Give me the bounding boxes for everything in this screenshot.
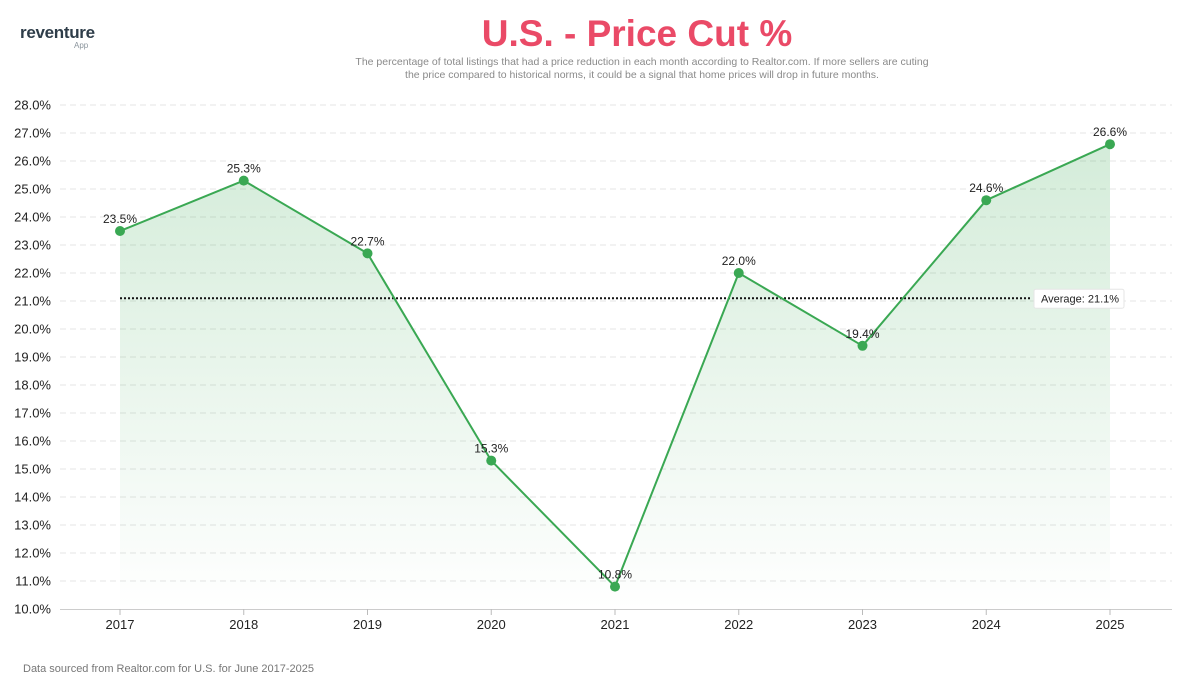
data-label-2019: 22.7% (350, 234, 384, 248)
y-tick-label: 17.0% (14, 406, 51, 421)
x-tick-label: 2020 (477, 617, 506, 632)
chart-subtitle-line-1: The percentage of total listings that ha… (355, 56, 929, 68)
chart-subtitle: The percentage of total listings that ha… (340, 56, 944, 82)
data-label-2022: 22.0% (722, 254, 756, 268)
y-tick-label: 27.0% (14, 126, 51, 141)
data-point-2024 (981, 195, 992, 206)
data-label-2020: 15.3% (474, 442, 508, 456)
series-area (120, 144, 1110, 609)
y-tick-label: 28.0% (14, 98, 51, 113)
y-tick-label: 16.0% (14, 434, 51, 449)
y-tick-label: 24.0% (14, 210, 51, 225)
y-tick-label: 15.0% (14, 462, 51, 477)
data-labels: 23.5% 25.3% 22.7% 15.3% 10.8% 22.0% 19.4% 24.6%… (103, 125, 1127, 581)
x-tick-label: 2021 (601, 617, 630, 632)
data-point-2023 (857, 340, 868, 351)
x-tick-label: 2023 (848, 617, 877, 632)
data-point-2018 (238, 175, 249, 186)
y-tick-label: 18.0% (14, 378, 51, 393)
x-tick-label: 2024 (972, 617, 1001, 632)
y-tick-label: 25.0% (14, 182, 51, 197)
y-tick-label: 26.0% (14, 154, 51, 169)
chart-title: U.S. - Price Cut % (481, 13, 793, 54)
x-tick-label: 2022 (724, 617, 753, 632)
source-footnote: Data sourced from Realtor.com for U.S. f… (23, 663, 315, 675)
x-axis-ticks: 2017 2018 2019 2020 2021 2022 2023 2024 2025 (106, 609, 1125, 632)
y-tick-label: 13.0% (14, 518, 51, 533)
brand-logo: reventure App (20, 24, 130, 51)
area-fill (120, 144, 1110, 609)
y-tick-label: 20.0% (14, 322, 51, 337)
data-points (115, 139, 1115, 592)
data-point-2022 (733, 268, 744, 278)
y-tick-label: 11.0% (15, 574, 51, 589)
y-tick-label: 21.0% (14, 294, 51, 309)
data-label-2017: 23.5% (103, 212, 137, 226)
data-label-2025: 26.6% (1093, 125, 1127, 139)
x-tick-label: 2018 (229, 617, 258, 632)
y-tick-label: 22.0% (14, 266, 51, 281)
data-point-2025 (1105, 139, 1115, 150)
y-tick-label: 23.0% (14, 238, 51, 253)
x-tick-label: 2019 (353, 617, 382, 632)
x-tick-label: 2017 (106, 617, 135, 632)
data-label-2024: 24.6% (969, 181, 1003, 195)
data-label-2023: 19.4% (845, 327, 879, 341)
y-tick-label: 14.0% (14, 490, 51, 505)
data-label-2018: 25.3% (227, 162, 261, 176)
brand-sub: App (74, 41, 89, 50)
data-point-2017 (115, 226, 125, 236)
y-axis-ticks: 10.0% 11.0% 12.0% 13.0% 14.0% 15.0% 16.0% 17.0%… (14, 98, 51, 617)
y-tick-label: 10.0% (14, 602, 51, 617)
average-label: Average: 21.1% (1041, 294, 1119, 306)
data-point-2021 (610, 581, 620, 592)
y-tick-label: 12.0% (14, 546, 51, 561)
brand-name: reventure (20, 23, 95, 42)
data-point-2020 (486, 455, 497, 466)
data-point-2019 (362, 248, 373, 259)
data-label-2021: 10.8% (598, 568, 632, 582)
y-tick-label: 19.0% (14, 350, 51, 365)
chart-subtitle-line-2: the price compared to historical norms, … (405, 69, 879, 81)
x-tick-label: 2025 (1096, 617, 1125, 632)
average-line-group: Average: 21.1% (120, 288, 1125, 309)
average-label-box (1033, 288, 1125, 309)
